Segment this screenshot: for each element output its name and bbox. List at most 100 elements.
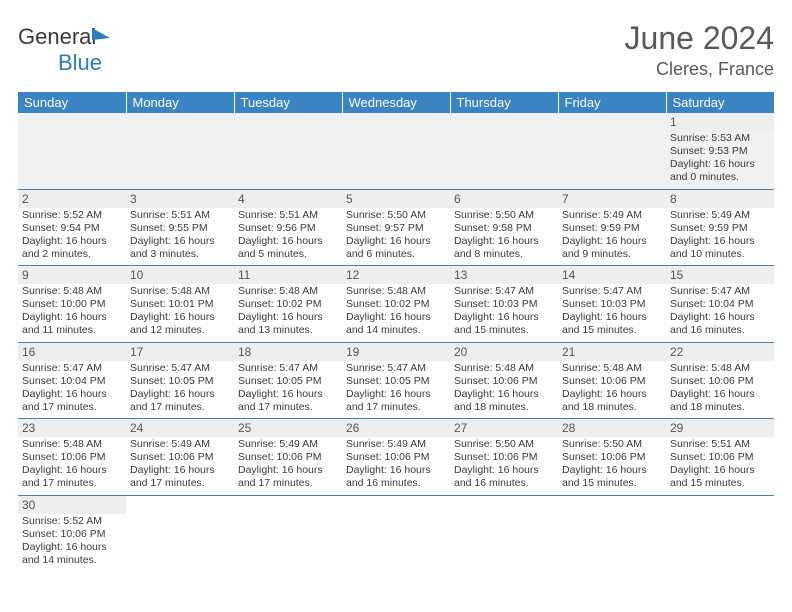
day-number: 5	[342, 190, 450, 208]
weekday-header: Friday	[558, 92, 666, 113]
sunrise-line: Sunrise: 5:47 AM	[22, 362, 122, 375]
sunrise-line: Sunrise: 5:51 AM	[670, 438, 770, 451]
sunrise-line: Sunrise: 5:49 AM	[130, 438, 230, 451]
sunset-line: Sunset: 9:55 PM	[130, 222, 230, 235]
day-number: 10	[126, 266, 234, 284]
sunrise-line: Sunrise: 5:49 AM	[670, 209, 770, 222]
day-number: 15	[666, 266, 774, 284]
daylight-line: and 9 minutes.	[562, 248, 662, 261]
sunrise-line: Sunrise: 5:47 AM	[346, 362, 446, 375]
daylight-line: Daylight: 16 hours	[562, 235, 662, 248]
weekday-header: Thursday	[450, 92, 558, 113]
daylight-line: Daylight: 16 hours	[238, 464, 338, 477]
sunset-line: Sunset: 10:06 PM	[22, 451, 122, 464]
day-number: 29	[666, 419, 774, 437]
daylight-line: Daylight: 16 hours	[238, 235, 338, 248]
calendar-cell: 1Sunrise: 5:53 AMSunset: 9:53 PMDaylight…	[666, 113, 774, 189]
daylight-line: and 3 minutes.	[130, 248, 230, 261]
daylight-line: Daylight: 16 hours	[346, 388, 446, 401]
sunrise-line: Sunrise: 5:47 AM	[670, 285, 770, 298]
calendar-cell: 8Sunrise: 5:49 AMSunset: 9:59 PMDaylight…	[666, 189, 774, 266]
daylight-line: Daylight: 16 hours	[238, 388, 338, 401]
day-number: 16	[18, 343, 126, 361]
calendar-week: 2Sunrise: 5:52 AMSunset: 9:54 PMDaylight…	[18, 189, 774, 266]
sunset-line: Sunset: 10:02 PM	[346, 298, 446, 311]
sunset-line: Sunset: 10:02 PM	[238, 298, 338, 311]
sunset-line: Sunset: 10:06 PM	[238, 451, 338, 464]
day-number: 20	[450, 343, 558, 361]
calendar-cell: 6Sunrise: 5:50 AMSunset: 9:58 PMDaylight…	[450, 189, 558, 266]
calendar-cell: 5Sunrise: 5:50 AMSunset: 9:57 PMDaylight…	[342, 189, 450, 266]
calendar-cell	[234, 113, 342, 189]
daylight-line: and 17 minutes.	[238, 401, 338, 414]
day-number: 3	[126, 190, 234, 208]
sunrise-line: Sunrise: 5:53 AM	[670, 132, 770, 145]
sunrise-line: Sunrise: 5:48 AM	[346, 285, 446, 298]
daylight-line: and 18 minutes.	[562, 401, 662, 414]
day-number: 22	[666, 343, 774, 361]
weekday-row: Sunday Monday Tuesday Wednesday Thursday…	[18, 92, 774, 113]
calendar-week: 9Sunrise: 5:48 AMSunset: 10:00 PMDayligh…	[18, 266, 774, 343]
calendar-week: 23Sunrise: 5:48 AMSunset: 10:06 PMDaylig…	[18, 419, 774, 496]
daylight-line: and 15 minutes.	[562, 477, 662, 490]
calendar-cell	[18, 113, 126, 189]
sunset-line: Sunset: 10:05 PM	[130, 375, 230, 388]
brand-text: General Blue	[18, 24, 110, 76]
calendar-cell: 30Sunrise: 5:52 AMSunset: 10:06 PMDaylig…	[18, 495, 126, 571]
sunset-line: Sunset: 10:06 PM	[562, 375, 662, 388]
sunrise-line: Sunrise: 5:48 AM	[562, 362, 662, 375]
calendar-cell	[450, 113, 558, 189]
daylight-line: and 18 minutes.	[670, 401, 770, 414]
sunset-line: Sunset: 9:59 PM	[562, 222, 662, 235]
daylight-line: Daylight: 16 hours	[454, 464, 554, 477]
sunrise-line: Sunrise: 5:49 AM	[346, 438, 446, 451]
day-number: 12	[342, 266, 450, 284]
day-number: 18	[234, 343, 342, 361]
day-number: 21	[558, 343, 666, 361]
day-number: 13	[450, 266, 558, 284]
brand-part2: Blue	[58, 50, 102, 75]
day-number: 6	[450, 190, 558, 208]
sunrise-line: Sunrise: 5:50 AM	[346, 209, 446, 222]
daylight-line: and 15 minutes.	[454, 324, 554, 337]
daylight-line: Daylight: 16 hours	[670, 464, 770, 477]
sunrise-line: Sunrise: 5:52 AM	[22, 209, 122, 222]
calendar-cell: 25Sunrise: 5:49 AMSunset: 10:06 PMDaylig…	[234, 419, 342, 496]
calendar-week: 30Sunrise: 5:52 AMSunset: 10:06 PMDaylig…	[18, 495, 774, 571]
sunset-line: Sunset: 10:04 PM	[670, 298, 770, 311]
sunrise-line: Sunrise: 5:49 AM	[238, 438, 338, 451]
calendar-cell: 10Sunrise: 5:48 AMSunset: 10:01 PMDaylig…	[126, 266, 234, 343]
sunrise-line: Sunrise: 5:52 AM	[22, 515, 122, 528]
day-number: 25	[234, 419, 342, 437]
calendar-cell: 20Sunrise: 5:48 AMSunset: 10:06 PMDaylig…	[450, 342, 558, 419]
calendar-cell	[450, 495, 558, 571]
calendar-cell: 3Sunrise: 5:51 AMSunset: 9:55 PMDaylight…	[126, 189, 234, 266]
day-number: 11	[234, 266, 342, 284]
sunrise-line: Sunrise: 5:48 AM	[454, 362, 554, 375]
sunset-line: Sunset: 9:57 PM	[346, 222, 446, 235]
calendar-cell	[126, 113, 234, 189]
calendar-cell	[234, 495, 342, 571]
month-title: June 2024	[625, 20, 774, 57]
sunset-line: Sunset: 9:54 PM	[22, 222, 122, 235]
calendar-cell	[126, 495, 234, 571]
day-number: 27	[450, 419, 558, 437]
sunrise-line: Sunrise: 5:50 AM	[562, 438, 662, 451]
flag-icon	[92, 28, 110, 40]
calendar-cell: 23Sunrise: 5:48 AMSunset: 10:06 PMDaylig…	[18, 419, 126, 496]
sunrise-line: Sunrise: 5:48 AM	[130, 285, 230, 298]
daylight-line: Daylight: 16 hours	[454, 388, 554, 401]
daylight-line: and 14 minutes.	[22, 554, 122, 567]
weekday-header: Saturday	[666, 92, 774, 113]
sunset-line: Sunset: 10:06 PM	[346, 451, 446, 464]
daylight-line: Daylight: 16 hours	[346, 311, 446, 324]
day-number: 23	[18, 419, 126, 437]
daylight-line: Daylight: 16 hours	[670, 158, 770, 171]
daylight-line: and 8 minutes.	[454, 248, 554, 261]
daylight-line: and 15 minutes.	[670, 477, 770, 490]
page-header: General Blue June 2024 Cleres, France	[18, 20, 774, 80]
calendar-table: Sunday Monday Tuesday Wednesday Thursday…	[18, 92, 774, 571]
daylight-line: and 16 minutes.	[454, 477, 554, 490]
daylight-line: and 17 minutes.	[22, 477, 122, 490]
calendar-cell: 9Sunrise: 5:48 AMSunset: 10:00 PMDayligh…	[18, 266, 126, 343]
